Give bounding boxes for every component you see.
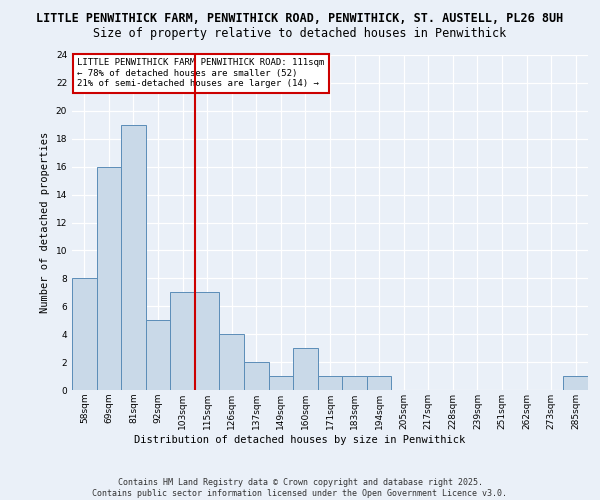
Bar [342, 376, 367, 390]
Bar [121, 125, 146, 390]
Text: Size of property relative to detached houses in Penwithick: Size of property relative to detached ho… [94, 28, 506, 40]
Bar [293, 348, 318, 390]
Bar [72, 278, 97, 390]
Bar [220, 334, 244, 390]
Text: Contains HM Land Registry data © Crown copyright and database right 2025.
Contai: Contains HM Land Registry data © Crown c… [92, 478, 508, 498]
Text: LITTLE PENWITHICK FARM, PENWITHICK ROAD, PENWITHICK, ST. AUSTELL, PL26 8UH: LITTLE PENWITHICK FARM, PENWITHICK ROAD,… [37, 12, 563, 26]
Bar [170, 292, 195, 390]
Bar [244, 362, 269, 390]
Bar [269, 376, 293, 390]
Bar [367, 376, 391, 390]
Text: Distribution of detached houses by size in Penwithick: Distribution of detached houses by size … [134, 435, 466, 445]
Text: LITTLE PENWITHICK FARM PENWITHICK ROAD: 111sqm
← 78% of detached houses are smal: LITTLE PENWITHICK FARM PENWITHICK ROAD: … [77, 58, 325, 88]
Bar [146, 320, 170, 390]
Bar [563, 376, 588, 390]
Bar [97, 166, 121, 390]
Y-axis label: Number of detached properties: Number of detached properties [40, 132, 50, 313]
Bar [195, 292, 220, 390]
Bar [318, 376, 342, 390]
